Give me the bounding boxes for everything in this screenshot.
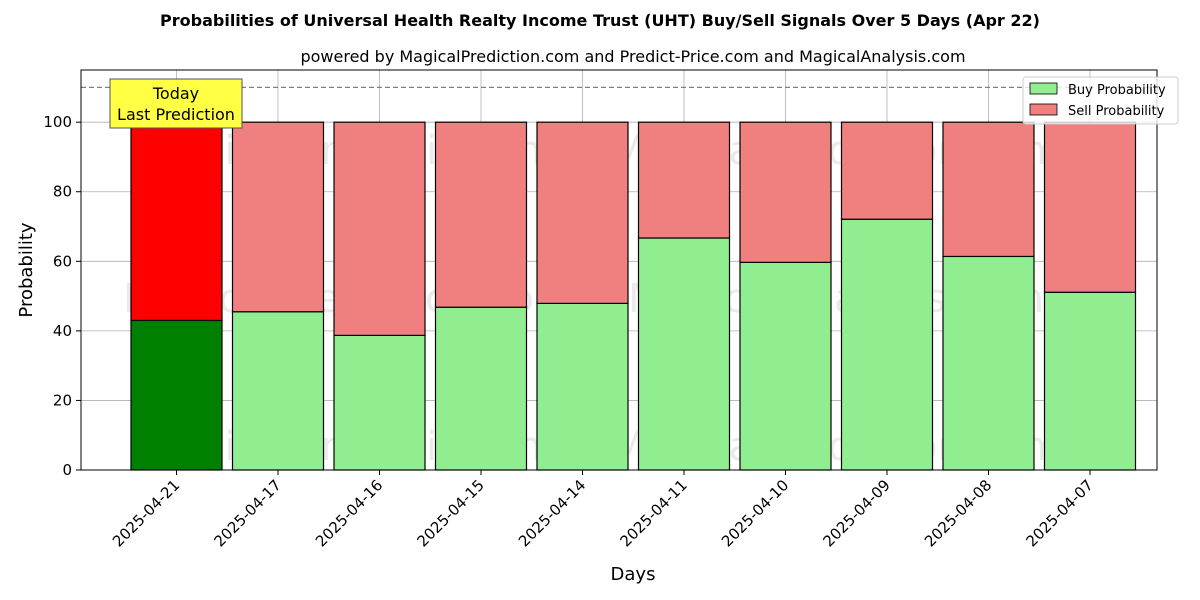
bar-sell	[536, 121, 629, 304]
x-tick-label: 2025-04-14	[515, 476, 589, 550]
x-tick-label: 2025-04-10	[718, 476, 792, 550]
bar-buy	[942, 255, 1035, 471]
bar-buy	[333, 334, 426, 471]
y-tick-label: 20	[53, 391, 72, 409]
bars	[130, 121, 1137, 471]
y-tick-label: 80	[53, 183, 72, 201]
x-axis-label: Days	[611, 564, 656, 585]
bar-buy	[637, 237, 731, 471]
bar-buy	[739, 261, 832, 471]
x-tick-label: 2025-04-17	[210, 476, 284, 550]
y-axis-label: Probability	[16, 222, 37, 317]
bar-sell	[739, 121, 832, 263]
chart-subtitle: powered by MagicalPrediction.com and Pre…	[300, 47, 965, 66]
last-prediction-label: Last Prediction	[117, 105, 235, 124]
bar-buy	[434, 306, 528, 471]
bar-buy	[231, 311, 325, 471]
bar-sell	[840, 121, 934, 220]
bar-sell	[231, 121, 325, 313]
legend-swatch-buy	[1029, 82, 1058, 95]
bar-sell	[333, 121, 426, 336]
y-tick-label: 0	[62, 461, 72, 479]
today-annotation: Today Last Prediction	[109, 78, 243, 129]
chart-title: Probabilities of Universal Health Realty…	[160, 11, 1040, 30]
bar-buy	[130, 319, 223, 471]
legend-box	[1022, 76, 1179, 125]
plot-frame	[80, 69, 1158, 471]
x-axis-ticks: 2025-04-21 2025-04-17 2025-04-16 2025-04-15…	[109, 470, 1097, 550]
bar-sell	[130, 121, 223, 322]
y-tick-label: 40	[53, 322, 72, 340]
x-tick-label: 2025-04-11	[616, 476, 690, 550]
legend-label-buy: Buy Probability	[1068, 83, 1166, 98]
bar-buy	[536, 302, 629, 471]
bar-sell	[434, 121, 528, 308]
bar-buy	[840, 218, 934, 471]
y-tick-label: 100	[43, 113, 72, 131]
bar-buy	[1043, 291, 1137, 471]
x-tick-label: 2025-04-07	[1022, 476, 1096, 550]
x-tick-label: 2025-04-08	[921, 476, 995, 550]
bar-sell	[637, 121, 731, 239]
legend: Buy Probability Sell Probability	[1022, 76, 1179, 125]
legend-label-sell: Sell Probability	[1068, 104, 1165, 119]
x-tick-label: 2025-04-15	[413, 476, 487, 550]
y-axis-ticks: 0 20 40 60 80 100	[43, 113, 81, 479]
today-annotation-box	[109, 78, 243, 129]
bar-sell	[1043, 121, 1137, 293]
x-tick-label: 2025-04-21	[109, 476, 183, 550]
today-label: Today	[152, 84, 199, 103]
bar-sell	[942, 121, 1035, 258]
x-tick-label: 2025-04-16	[312, 476, 386, 550]
legend-swatch-sell	[1029, 103, 1058, 116]
x-tick-label: 2025-04-09	[819, 476, 893, 550]
y-tick-label: 60	[53, 252, 72, 270]
